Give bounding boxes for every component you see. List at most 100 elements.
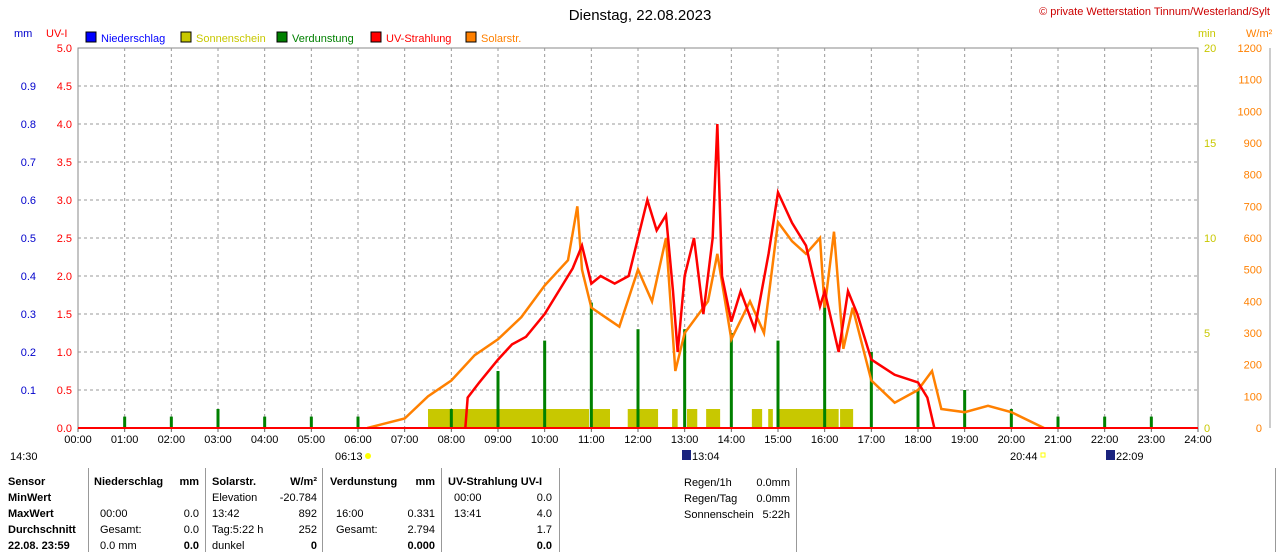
uv-label: 00:00 — [454, 492, 482, 504]
uv-value: 4.0 — [536, 508, 552, 520]
x-tick-label: 16:00 — [811, 434, 839, 446]
tick-wm2: 1000 — [1238, 106, 1262, 118]
solar-label: dunkel — [212, 540, 245, 552]
tick-uv: 0.0 — [57, 423, 72, 435]
x-tick-label: 21:00 — [1044, 434, 1072, 446]
x-tick-label: 17:00 — [858, 434, 886, 446]
legend-swatch — [85, 31, 97, 43]
sunshine-bar — [751, 409, 763, 428]
sunshine-bar — [627, 409, 659, 428]
niederschlag-value: 0.0 — [183, 540, 199, 552]
x-tick-label: 23:00 — [1138, 434, 1166, 446]
verdunstung-value: 0.000 — [407, 540, 435, 552]
sunshine-bar — [672, 409, 678, 428]
x-tick-label: 03:00 — [204, 434, 232, 446]
summary-value: 5:22h — [762, 509, 790, 521]
niederschlag-value: 0.0 — [183, 524, 199, 536]
chart-title: Dienstag, 22.08.2023 — [569, 7, 712, 24]
legend-swatch — [370, 31, 382, 43]
tick-mm: 0.3 — [21, 309, 36, 321]
table-header: Verdunstung — [330, 476, 398, 488]
tick-wm2: 0 — [1256, 423, 1262, 435]
tick-wm2: 1200 — [1238, 43, 1262, 55]
x-tick-label: 18:00 — [904, 434, 932, 446]
table-header: Niederschlag — [94, 476, 164, 488]
evaporation-bar — [589, 302, 593, 428]
axis-label-uv: UV-I — [46, 28, 67, 40]
tick-min: 0 — [1204, 423, 1210, 435]
tick-wm2: 100 — [1244, 391, 1262, 403]
sunshine-bar — [589, 409, 610, 428]
tick-uv: 3.0 — [57, 195, 72, 207]
tick-uv: 5.0 — [57, 43, 72, 55]
tick-mm: 0.8 — [21, 119, 36, 131]
x-tick-label: 05:00 — [298, 434, 326, 446]
legend-label: Sonnenschein — [196, 33, 266, 45]
x-tick-label: 14:00 — [718, 434, 746, 446]
evaporation-bar — [263, 416, 267, 428]
evaporation-bar — [823, 302, 827, 428]
tick-uv: 1.0 — [57, 347, 72, 359]
row-label: Durchschnitt — [8, 524, 76, 536]
legend-label: Solarstr. — [481, 33, 521, 45]
sunset-icon — [1040, 452, 1046, 458]
tick-mm: 0.2 — [21, 347, 36, 359]
tick-uv: 0.5 — [57, 385, 72, 397]
x-tick-label: 04:00 — [251, 434, 279, 446]
evaporation-bar — [449, 409, 453, 428]
tick-wm2: 600 — [1244, 233, 1262, 245]
x-tick-label: 00:00 — [64, 434, 92, 446]
tick-min: 20 — [1204, 43, 1216, 55]
tick-uv: 3.5 — [57, 157, 72, 169]
tick-wm2: 800 — [1244, 170, 1262, 182]
x-tick-label: 07:00 — [391, 434, 419, 446]
legend-label: Niederschlag — [101, 33, 165, 45]
x-tick-label: 12:00 — [624, 434, 652, 446]
tick-min: 5 — [1204, 328, 1210, 340]
tick-min: 10 — [1204, 233, 1216, 245]
x-tick-label: 08:00 — [438, 434, 466, 446]
axis-label-mm: mm — [14, 28, 32, 40]
x-tick-label: 11:00 — [578, 434, 605, 446]
solar-line — [367, 206, 1045, 430]
tick-uv: 4.0 — [57, 119, 72, 131]
evaporation-bar — [1103, 416, 1107, 428]
solar-label: Elevation — [212, 492, 258, 504]
evaporation-bar — [216, 409, 220, 428]
table-header: mm — [415, 476, 435, 488]
x-tick-label: 01:00 — [111, 434, 139, 446]
evaporation-bar — [683, 329, 687, 428]
table-header: Sensor — [8, 476, 46, 488]
evaporation-bar — [309, 416, 313, 428]
sunshine-bar — [428, 409, 589, 428]
solar-value: 252 — [298, 524, 317, 536]
niederschlag-label: 00:00 — [100, 508, 128, 520]
tick-mm: 0.5 — [21, 233, 36, 245]
copyright: © private Wetterstation Tinnum/Westerlan… — [1039, 6, 1270, 18]
solar-label: 13:42 — [212, 508, 240, 520]
sunrise-time: 06:13 — [335, 451, 363, 463]
niederschlag-label: 0.0 mm — [100, 540, 137, 552]
row-label: 22.08. 23:59 — [8, 540, 70, 552]
uv-label: 13:41 — [454, 508, 482, 520]
tick-uv: 2.0 — [57, 271, 72, 283]
moonrise-time: 13:04 — [692, 451, 720, 463]
sunshine-bar — [706, 409, 721, 428]
x-tick-label: 09:00 — [484, 434, 512, 446]
uv-value: 0.0 — [536, 492, 552, 504]
legend-label: UV-Strahlung — [386, 33, 451, 45]
tick-wm2: 300 — [1244, 328, 1262, 340]
tick-min: 15 — [1204, 138, 1216, 150]
niederschlag-label: Gesamt: — [100, 524, 142, 536]
sunshine-bar — [687, 409, 698, 428]
tick-uv: 1.5 — [57, 309, 72, 321]
evaporation-bar — [123, 416, 127, 428]
row-label: MaxWert — [8, 508, 54, 520]
solar-value: 0 — [310, 540, 317, 552]
tick-wm2: 700 — [1244, 201, 1262, 213]
tick-wm2: 200 — [1244, 360, 1262, 372]
moonset-time: 22:09 — [1116, 451, 1144, 463]
uv-line — [464, 123, 936, 429]
sunshine-bar — [840, 409, 854, 428]
evaporation-bar — [636, 329, 640, 428]
